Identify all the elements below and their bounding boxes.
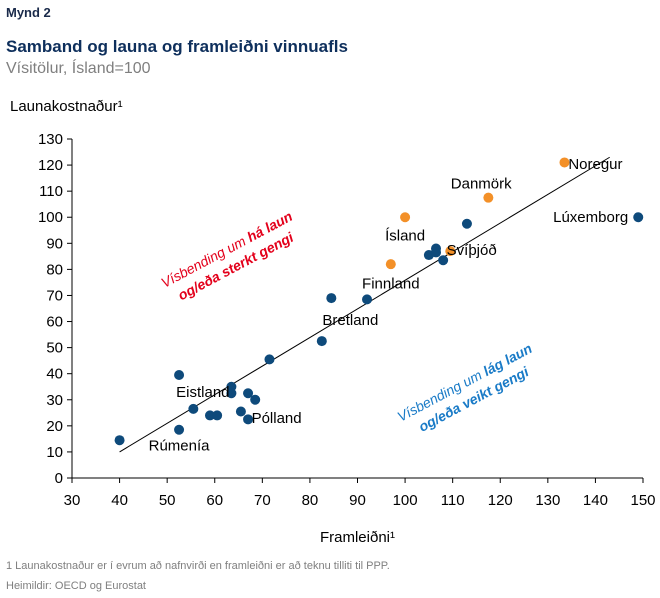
x-tick-label: 30 [64, 492, 81, 509]
y-tick-label: 30 [46, 392, 63, 409]
y-tick-label: 120 [38, 157, 63, 174]
data-point [431, 247, 442, 258]
y-axis-title: Launakostnaður¹ [10, 98, 123, 115]
data-point-highlight [445, 246, 456, 257]
data-point [204, 410, 215, 421]
x-tick-label: 140 [583, 492, 608, 509]
data-point [174, 424, 185, 435]
chart-title: Samband og launa og framleiðni vinnuafls [6, 37, 348, 56]
x-tick-label: 60 [206, 492, 223, 509]
figure-label: Mynd 2 [6, 5, 51, 20]
footnote: 1 Launakostnaður er í evrum að nafnvirði… [6, 560, 390, 572]
country-label: Rúmenía [149, 437, 211, 454]
country-label: Bretland [322, 312, 378, 329]
x-tick-label: 90 [349, 492, 366, 509]
y-tick-label: 40 [46, 366, 63, 383]
country-label: Pólland [252, 410, 302, 427]
y-tick-label: 60 [46, 314, 63, 331]
data-point [438, 255, 449, 266]
x-tick-label: 70 [254, 492, 271, 509]
y-tick-label: 50 [46, 340, 63, 357]
country-label: Eistland [176, 384, 229, 401]
x-tick-label: 130 [535, 492, 560, 509]
data-point [114, 435, 125, 446]
data-point [461, 218, 472, 229]
source-note: Heimildir: OECD og Eurostat [6, 580, 146, 592]
trend-line [119, 156, 610, 453]
data-point [243, 388, 254, 399]
x-tick-label: 80 [302, 492, 319, 509]
y-tick-label: 70 [46, 287, 63, 304]
data-point [362, 294, 373, 305]
chart-subtitle: Vísitölur, Ísland=100 [6, 60, 151, 77]
data-point [235, 406, 246, 417]
data-point [188, 403, 199, 414]
country-label: Noregur [568, 156, 622, 173]
y-tick-label: 90 [46, 235, 63, 252]
data-point-highlight [559, 157, 570, 168]
data-point-highlight [385, 259, 396, 270]
country-label: Lúxemborg [553, 209, 628, 226]
x-tick-label: 150 [630, 492, 655, 509]
country-label: Svíþjóð [447, 242, 497, 259]
x-tick-label: 110 [441, 492, 465, 509]
x-tick-label: 120 [488, 492, 513, 509]
data-point [250, 394, 261, 405]
x-tick-label: 50 [159, 492, 176, 509]
y-tick-label: 100 [38, 209, 63, 226]
data-point [174, 369, 185, 380]
y-tick-label: 0 [55, 470, 63, 487]
data-point-highlight [483, 192, 494, 203]
y-tick-label: 130 [38, 131, 63, 148]
data-point [243, 414, 254, 425]
x-tick-label: 100 [393, 492, 418, 509]
data-point [326, 293, 337, 304]
y-tick-label: 80 [46, 261, 63, 278]
y-tick-label: 20 [46, 418, 63, 435]
country-label: Danmörk [451, 175, 512, 192]
x-tick-label: 40 [111, 492, 128, 509]
y-tick-label: 10 [46, 444, 63, 461]
data-point [226, 381, 237, 392]
data-point [633, 212, 644, 223]
x-axis-title: Framleiðni¹ [320, 529, 395, 546]
y-tick-label: 110 [39, 183, 63, 200]
country-label: Ísland [385, 227, 425, 244]
data-point [212, 410, 223, 421]
data-point [264, 354, 275, 365]
country-label: Finnland [362, 276, 420, 293]
data-point [316, 336, 327, 347]
data-point-highlight [400, 212, 411, 223]
